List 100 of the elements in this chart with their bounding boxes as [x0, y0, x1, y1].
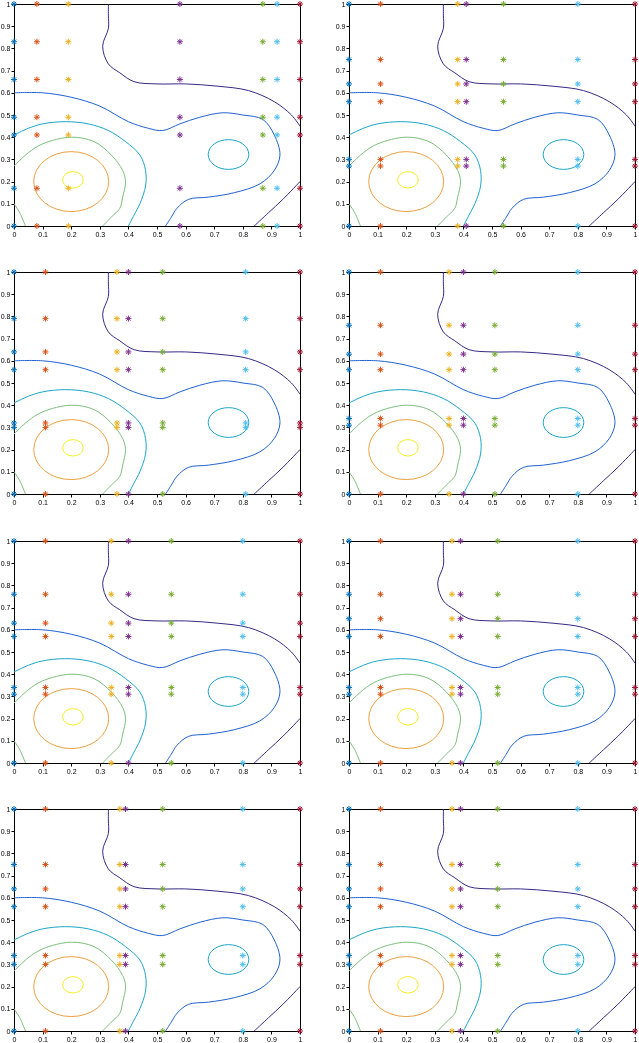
point — [296, 684, 304, 692]
point — [296, 423, 304, 431]
point — [242, 268, 250, 276]
point — [159, 805, 167, 813]
point — [448, 861, 456, 868]
point — [296, 222, 304, 230]
point — [445, 490, 453, 498]
point — [448, 1027, 456, 1035]
point — [462, 0, 470, 8]
point — [239, 1027, 247, 1035]
point — [124, 619, 132, 627]
point — [494, 590, 502, 598]
point — [296, 131, 304, 139]
point — [457, 861, 465, 868]
point — [376, 1027, 384, 1035]
point — [462, 155, 470, 163]
point — [345, 690, 353, 698]
point — [345, 421, 353, 429]
point — [376, 155, 384, 163]
point — [457, 590, 465, 598]
point — [345, 960, 353, 968]
line-series — [14, 404, 127, 494]
point — [631, 960, 639, 968]
point — [124, 632, 132, 640]
point — [574, 903, 582, 911]
point — [122, 960, 130, 968]
point — [376, 632, 384, 640]
point — [457, 952, 465, 960]
point — [242, 315, 250, 323]
point — [33, 113, 41, 121]
line-series — [349, 136, 462, 226]
point — [239, 861, 247, 868]
point — [574, 590, 582, 598]
point — [574, 759, 582, 767]
point — [10, 222, 18, 230]
line-series — [253, 718, 300, 763]
point — [376, 903, 384, 911]
point — [273, 222, 281, 230]
point — [107, 537, 115, 545]
point — [296, 38, 304, 46]
point — [296, 952, 304, 960]
point — [113, 348, 121, 356]
point — [167, 590, 175, 598]
point — [10, 960, 18, 968]
point — [239, 619, 247, 627]
point — [631, 321, 639, 329]
point — [10, 632, 18, 640]
point — [296, 690, 304, 698]
point — [376, 684, 384, 692]
point — [122, 861, 130, 868]
line-series — [253, 181, 300, 226]
point — [494, 861, 502, 868]
point — [376, 222, 384, 230]
point — [574, 952, 582, 960]
point — [10, 38, 18, 46]
point — [41, 960, 49, 968]
point — [239, 632, 247, 640]
point — [259, 0, 267, 8]
point — [491, 366, 499, 374]
point — [448, 759, 456, 767]
point — [494, 885, 502, 893]
point — [124, 590, 132, 598]
point — [41, 490, 49, 498]
point — [631, 690, 639, 698]
point — [159, 903, 167, 911]
point — [124, 268, 132, 276]
line-series — [437, 272, 635, 395]
point — [296, 619, 304, 627]
point — [41, 632, 49, 640]
point — [10, 490, 18, 498]
point — [124, 366, 132, 374]
point — [457, 537, 465, 545]
point — [631, 222, 639, 230]
point — [631, 903, 639, 911]
line-series — [253, 449, 300, 494]
line-series — [14, 389, 147, 494]
point — [64, 131, 72, 139]
point — [631, 684, 639, 692]
point — [457, 805, 465, 813]
point — [445, 350, 453, 358]
point — [631, 590, 639, 598]
line-series — [588, 449, 635, 494]
point — [574, 1027, 582, 1035]
line-series — [349, 673, 462, 763]
point — [273, 38, 281, 46]
point — [116, 861, 124, 868]
point — [259, 38, 267, 46]
point — [159, 366, 167, 374]
point — [33, 0, 41, 8]
point — [242, 490, 250, 498]
line-series — [349, 926, 482, 1031]
point — [113, 490, 121, 498]
point — [116, 952, 124, 960]
point — [239, 684, 247, 692]
point — [259, 131, 267, 139]
point — [376, 615, 384, 623]
point — [176, 184, 184, 192]
point — [239, 590, 247, 598]
point — [239, 885, 247, 893]
line-series — [14, 673, 127, 763]
